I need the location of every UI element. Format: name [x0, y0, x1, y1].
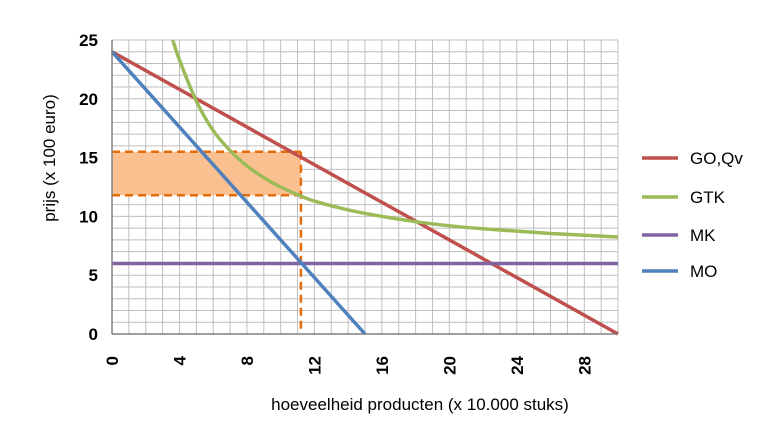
series-line-gtk — [171, 39, 619, 239]
x-axis-title: hoeveelheid producten (x 10.000 stuks) — [271, 395, 569, 414]
y-tick-label: 15 — [79, 149, 98, 168]
series-lines — [110, 39, 619, 336]
legend-label-mk: MK — [690, 226, 716, 245]
x-tick-label: 16 — [373, 356, 392, 375]
legend-label-mo: MO — [690, 262, 717, 281]
legend: GO,Qv GTK MK MO — [642, 149, 743, 281]
x-tick-label: 12 — [305, 356, 324, 375]
tick-labels: 0 5 10 15 20 25 0 4 8 12 16 20 24 28 — [79, 31, 594, 375]
x-tick-label: 4 — [170, 355, 189, 365]
profit-area-annotation — [112, 150, 303, 334]
y-tick-label: 20 — [79, 90, 98, 109]
axes — [111, 40, 618, 335]
y-axis-title: prijs (x 100 euro) — [40, 94, 59, 222]
x-tick-label: 28 — [575, 356, 594, 375]
y-tick-label: 25 — [79, 31, 98, 50]
legend-label-go-qv: GO,Qv — [690, 149, 743, 168]
y-tick-label: 5 — [89, 266, 98, 285]
y-tick-label: 10 — [79, 207, 98, 226]
x-tick-label: 20 — [440, 356, 459, 375]
x-tick-label: 0 — [103, 356, 122, 365]
legend-label-gtk: GTK — [690, 188, 726, 207]
x-tick-label: 8 — [238, 356, 257, 365]
x-tick-label: 24 — [508, 355, 527, 374]
series-line-mo — [110, 50, 367, 336]
y-tick-label: 0 — [89, 325, 98, 344]
